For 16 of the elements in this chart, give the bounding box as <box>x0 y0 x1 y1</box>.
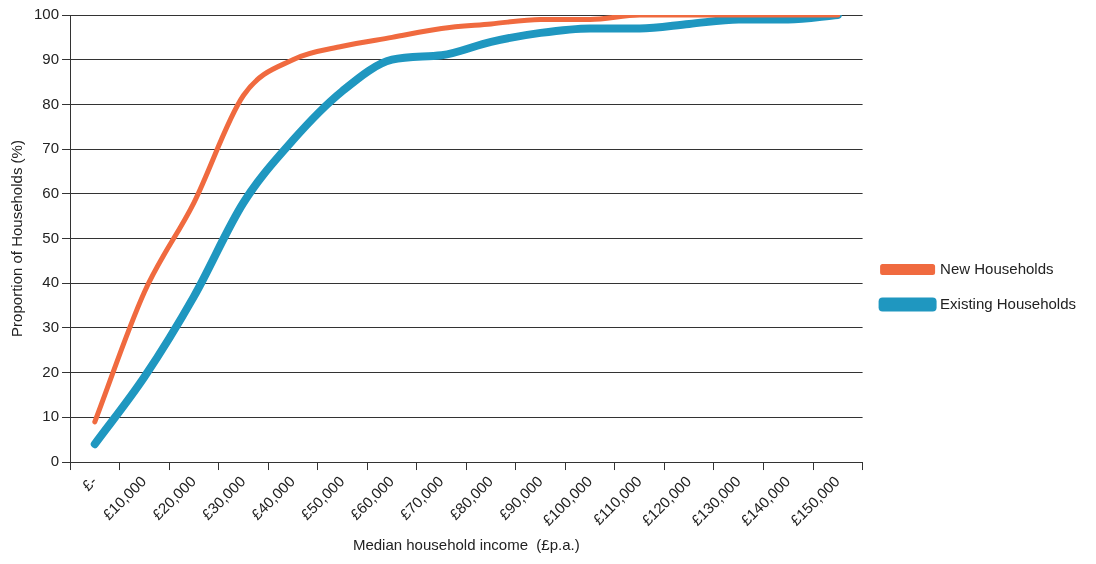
y-axis-title: Proportion of Households (%) <box>8 140 26 337</box>
y-tick-label: 30 <box>42 318 60 336</box>
y-tick-label: 50 <box>42 228 60 246</box>
y-tick-label: 0 <box>50 452 60 470</box>
y-tick-label: 80 <box>42 94 60 112</box>
legend-label: Existing Households <box>940 294 1077 312</box>
y-tick-label: 100 <box>34 5 60 23</box>
legend-label: New Households <box>940 259 1054 277</box>
x-axis-title: Median household income (£p.a.) <box>352 536 580 554</box>
y-tick-label: 10 <box>42 407 60 425</box>
y-tick-label: 20 <box>42 362 60 380</box>
y-tick-label: 60 <box>42 183 60 201</box>
y-tick-label: 70 <box>42 139 60 157</box>
x-tick-label: £- <box>78 472 100 494</box>
y-tick-label: 40 <box>42 273 60 291</box>
y-tick-label: 90 <box>42 49 60 67</box>
